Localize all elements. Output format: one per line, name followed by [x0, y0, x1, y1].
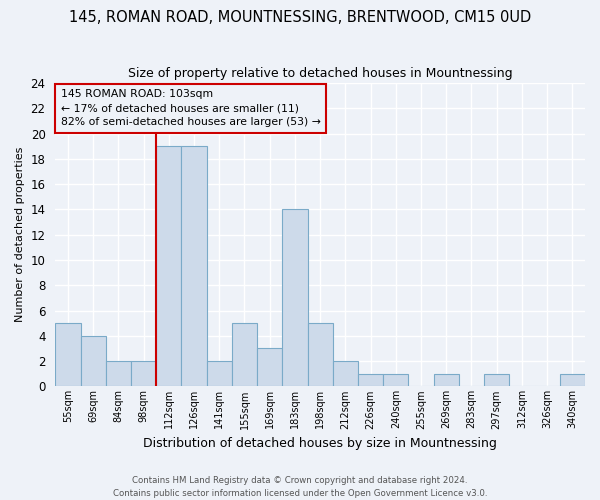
Bar [80, 336, 106, 386]
Text: 145 ROMAN ROAD: 103sqm
← 17% of detached houses are smaller (11)
82% of semi-det: 145 ROMAN ROAD: 103sqm ← 17% of detached… [61, 89, 320, 127]
Bar [106, 361, 131, 386]
Bar [383, 374, 409, 386]
Bar [156, 146, 181, 386]
X-axis label: Distribution of detached houses by size in Mountnessing: Distribution of detached houses by size … [143, 437, 497, 450]
Bar [434, 374, 459, 386]
Bar [181, 146, 206, 386]
Bar [206, 361, 232, 386]
Bar [484, 374, 509, 386]
Bar [257, 348, 283, 387]
Text: 145, ROMAN ROAD, MOUNTNESSING, BRENTWOOD, CM15 0UD: 145, ROMAN ROAD, MOUNTNESSING, BRENTWOOD… [69, 10, 531, 25]
Bar [308, 323, 333, 386]
Y-axis label: Number of detached properties: Number of detached properties [15, 147, 25, 322]
Bar [55, 323, 80, 386]
Bar [560, 374, 585, 386]
Bar [358, 374, 383, 386]
Bar [232, 323, 257, 386]
Bar [283, 210, 308, 386]
Text: Contains HM Land Registry data © Crown copyright and database right 2024.
Contai: Contains HM Land Registry data © Crown c… [113, 476, 487, 498]
Bar [333, 361, 358, 386]
Title: Size of property relative to detached houses in Mountnessing: Size of property relative to detached ho… [128, 68, 512, 80]
Bar [131, 361, 156, 386]
